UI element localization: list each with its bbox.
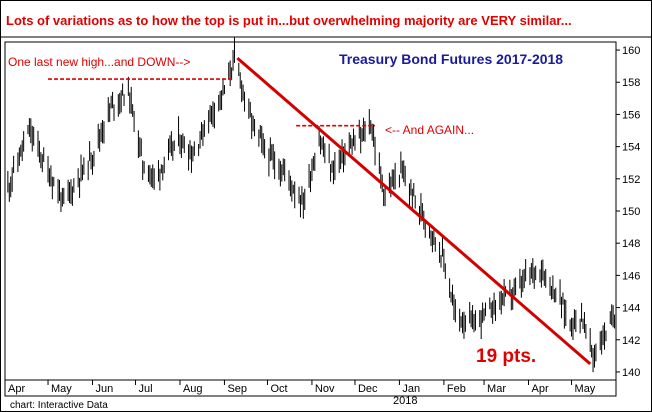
y-tick-label: 148 [622,238,640,250]
x-tick-label: Feb [447,383,466,395]
y-tick-label: 160 [622,45,640,57]
overlays [48,56,592,366]
y-tick-label: 150 [622,206,640,218]
x-year-label: 2018 [393,395,417,407]
x-tick-label: Apr [532,383,549,395]
annotation-decline: 19 pts. [476,346,536,367]
y-tick-label: 152 [622,174,640,186]
x-tick-label: Apr [8,383,25,395]
x-axis: Apr May Jun Jul Aug Sep Oct Nov Dec Jan Feb Mar Apr M… [4,380,596,395]
annotation-first-top: One last new high...and DOWN--> [8,55,190,69]
y-tick-label: 156 [622,109,640,121]
y-tick-label: 158 [622,77,640,89]
chart-credit: chart: Interactive Data [10,400,108,411]
x-tick-label: Jan [402,383,420,395]
x-tick-label: Oct [270,383,287,395]
x-tick-label: Nov [315,383,335,395]
y-axis: 140 142 144 146 148 150 152 154 156 158 160 [616,45,640,379]
y-tick-label: 144 [622,303,640,315]
chart-title: Treasury Bond Futures 2017-2018 [339,51,563,67]
x-tick-label: Dec [358,383,378,395]
x-tick-label: Mar [487,383,506,395]
x-tick-label: Jul [139,383,153,395]
trend-line [236,56,592,366]
annotation-second-top: <-- And AGAIN... [385,123,474,137]
price-bars [7,37,616,373]
y-tick-label: 140 [622,367,640,379]
banner-text: Lots of variations as to how the top is … [6,13,572,28]
x-tick-label: Jun [95,383,113,395]
x-tick-label: Sep [227,383,247,395]
y-tick-label: 146 [622,270,640,282]
x-tick-label: May [575,383,596,395]
y-tick-label: 142 [622,335,640,347]
x-axis-band [4,379,617,397]
x-tick-label: May [51,383,72,395]
x-tick-label: Aug [183,383,203,395]
y-tick-label: 154 [622,142,640,154]
